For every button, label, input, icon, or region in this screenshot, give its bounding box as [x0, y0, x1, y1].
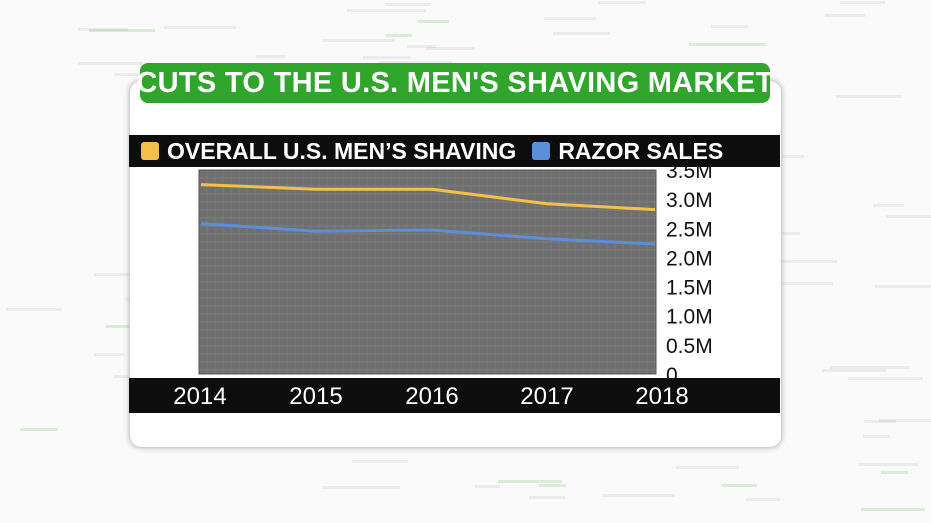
x-tick-label: 2017 — [520, 383, 573, 410]
y-tick-label: 0 — [666, 364, 678, 387]
x-tick-label: 2018 — [635, 383, 688, 410]
y-tick-label: 1.5M — [666, 277, 713, 300]
y-tick-label: 2.0M — [666, 247, 713, 270]
y-tick-label: 2.5M — [666, 218, 713, 241]
y-tick-label: 0.5M — [666, 335, 713, 358]
x-tick-label: 2016 — [405, 383, 458, 410]
legend-item-razor: RAZOR SALES — [532, 138, 723, 165]
x-axis-bar — [129, 378, 780, 413]
x-tick-label: 2014 — [173, 383, 226, 410]
x-tick-label: 2015 — [289, 383, 342, 410]
y-tick-label: 1.0M — [666, 306, 713, 329]
y-tick-label: 3.0M — [666, 189, 713, 212]
chart-title: CUTS TO THE U.S. MEN'S SHAVING MARKET — [136, 66, 774, 99]
legend-label-razor: RAZOR SALES — [558, 137, 724, 164]
title-banner: CUTS TO THE U.S. MEN'S SHAVING MARKET — [136, 63, 773, 103]
legend: OVERALL U.S. MEN’S SHAVING RAZOR SALES — [129, 135, 780, 167]
legend-swatch-overall — [141, 142, 159, 160]
y-tick-label: 3.5M — [666, 160, 713, 183]
legend-label-overall: OVERALL U.S. MEN’S SHAVING — [167, 137, 517, 164]
legend-item-overall: OVERALL U.S. MEN’S SHAVING — [141, 138, 516, 165]
legend-swatch-razor — [532, 142, 551, 160]
plot-area — [198, 169, 657, 375]
